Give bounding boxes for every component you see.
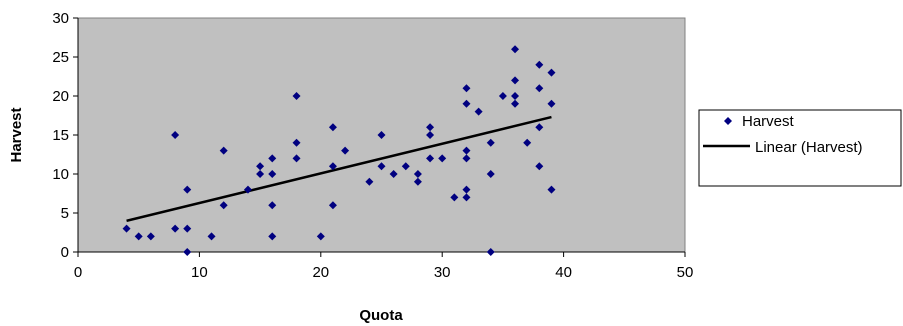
data-point bbox=[547, 99, 556, 108]
data-points-layer bbox=[122, 45, 556, 256]
x-axis-title: Quota bbox=[359, 307, 403, 324]
trendline bbox=[126, 115, 552, 223]
data-point bbox=[462, 154, 471, 163]
data-point bbox=[535, 84, 544, 93]
data-point bbox=[389, 170, 398, 178]
y-tick-label: 25 bbox=[52, 49, 69, 66]
data-point bbox=[328, 123, 337, 132]
data-point bbox=[547, 185, 556, 194]
data-point bbox=[341, 146, 350, 155]
data-point bbox=[256, 162, 265, 171]
y-axis-title: Harvest bbox=[8, 107, 25, 162]
data-point bbox=[171, 131, 180, 139]
data-point bbox=[426, 154, 435, 163]
data-point bbox=[292, 92, 301, 100]
data-point bbox=[413, 170, 422, 178]
data-point bbox=[462, 84, 471, 93]
data-point bbox=[328, 201, 337, 210]
data-point bbox=[535, 162, 544, 171]
y-tick-label: 10 bbox=[52, 166, 69, 183]
y-tick-label: 5 bbox=[61, 205, 69, 222]
data-point bbox=[511, 99, 520, 108]
legend: Harvest Linear (Harvest) bbox=[698, 109, 902, 187]
data-point bbox=[146, 232, 155, 241]
data-point bbox=[486, 138, 495, 147]
data-point bbox=[328, 162, 337, 171]
x-axis-ticks: 0 10 20 30 40 50 bbox=[74, 252, 694, 281]
legend-box bbox=[698, 109, 902, 187]
data-point bbox=[268, 154, 277, 163]
x-tick-label: 50 bbox=[677, 264, 694, 281]
y-tick-label: 20 bbox=[52, 88, 69, 105]
x-tick-label: 0 bbox=[74, 264, 82, 281]
data-point bbox=[219, 201, 228, 210]
data-point bbox=[134, 232, 143, 241]
data-point bbox=[268, 170, 277, 178]
legend-label-linear: Linear (Harvest) bbox=[755, 139, 863, 156]
data-point bbox=[511, 45, 520, 54]
data-point bbox=[207, 232, 216, 241]
data-point bbox=[511, 76, 520, 85]
x-tick-label: 30 bbox=[434, 264, 451, 281]
data-point bbox=[462, 99, 471, 108]
y-tick-label: 30 bbox=[52, 10, 69, 27]
data-point bbox=[243, 185, 252, 194]
data-point bbox=[426, 123, 435, 132]
data-point bbox=[523, 138, 532, 147]
data-point bbox=[511, 92, 520, 100]
legend-label-harvest: Harvest bbox=[742, 113, 795, 130]
data-point bbox=[377, 131, 386, 139]
data-point bbox=[256, 170, 265, 178]
data-point bbox=[268, 201, 277, 210]
data-point bbox=[426, 131, 435, 139]
data-point bbox=[474, 107, 483, 116]
legend-marker-harvest-icon bbox=[724, 117, 732, 125]
data-point bbox=[462, 193, 471, 202]
data-point bbox=[547, 68, 556, 77]
data-point bbox=[219, 146, 228, 155]
data-point bbox=[183, 248, 192, 256]
x-tick-label: 40 bbox=[555, 264, 572, 281]
data-point bbox=[438, 154, 447, 163]
data-point bbox=[535, 60, 544, 69]
y-tick-label: 0 bbox=[61, 244, 69, 261]
data-point bbox=[292, 138, 301, 147]
data-point bbox=[316, 232, 325, 241]
data-point bbox=[450, 193, 459, 202]
data-point bbox=[183, 224, 192, 233]
data-point bbox=[486, 170, 495, 178]
data-point bbox=[401, 162, 410, 171]
x-tick-label: 20 bbox=[312, 264, 329, 281]
data-point bbox=[535, 123, 544, 132]
data-point bbox=[462, 185, 471, 194]
data-point bbox=[122, 224, 131, 233]
y-axis-ticks: 0 5 10 15 20 25 30 bbox=[52, 10, 78, 261]
data-point bbox=[183, 185, 192, 194]
data-point bbox=[268, 232, 277, 241]
data-point bbox=[462, 146, 471, 155]
data-point bbox=[365, 177, 374, 186]
data-point bbox=[292, 154, 301, 163]
data-point bbox=[413, 177, 422, 186]
x-tick-label: 10 bbox=[191, 264, 208, 281]
trendline-layer bbox=[126, 115, 552, 223]
data-point bbox=[171, 224, 180, 233]
data-point bbox=[377, 162, 386, 171]
data-point bbox=[486, 248, 495, 256]
data-point bbox=[498, 92, 507, 100]
y-tick-label: 15 bbox=[52, 127, 69, 144]
